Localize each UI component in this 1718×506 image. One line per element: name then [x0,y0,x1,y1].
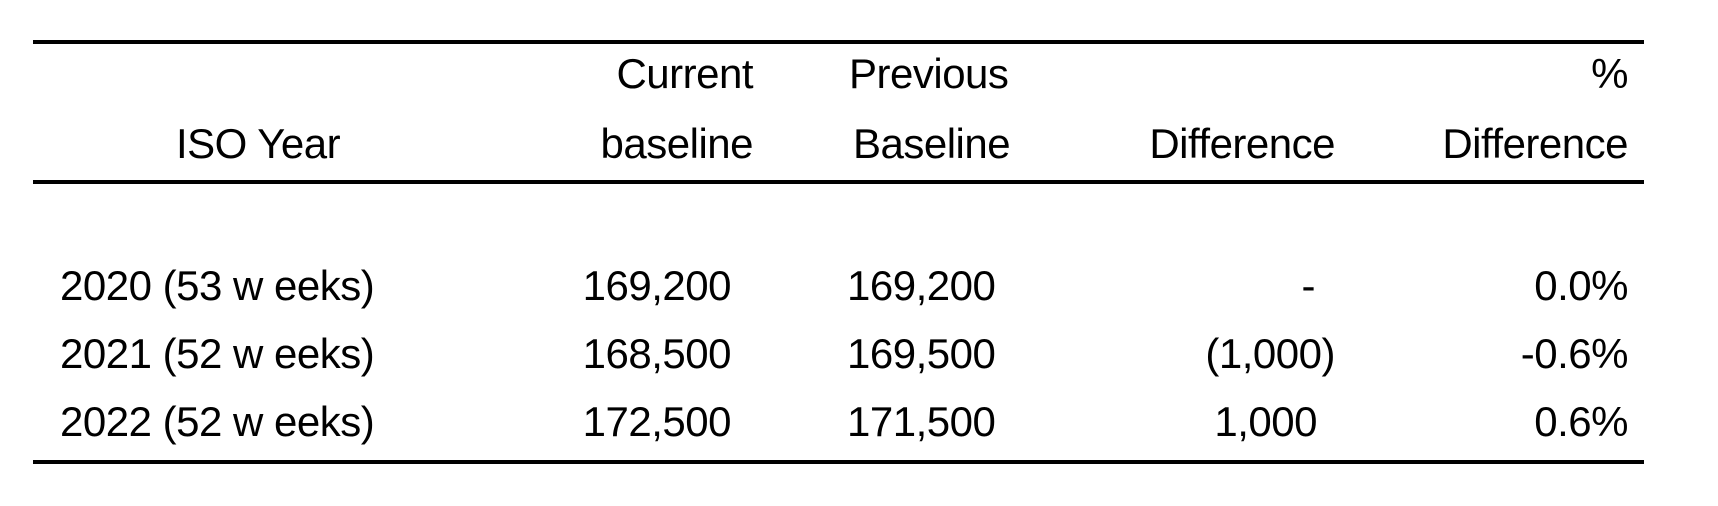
top-rule [33,40,1644,44]
header-current-line2: baseline [600,120,754,167]
cell-difference: 1,000 [1214,398,1317,445]
header-pct-line2: Difference [1442,120,1628,167]
cell-current: 169,200 [582,262,732,309]
cell-difference: - [1301,262,1316,309]
cell-pct-difference: -0.6% [1520,330,1629,377]
header-pct-line1: % [1591,50,1628,97]
cell-difference: (1,000) [1205,330,1335,377]
cell-previous: 169,200 [847,262,996,309]
cell-pct-difference: 0.0% [1534,262,1628,309]
header-current-line1: Current [616,50,753,97]
cell-previous: 169,500 [847,330,996,377]
cell-iso-year: 2020 (53 w eeks) [60,262,375,309]
cell-current: 172,500 [582,398,732,445]
cell-pct-difference: 0.6% [1534,398,1628,445]
header-iso-year: ISO Year [175,120,341,167]
header-rule [33,180,1644,184]
cell-current: 168,500 [582,330,732,377]
bottom-rule [33,460,1644,464]
cell-previous: 171,500 [847,398,996,445]
cell-iso-year: 2021 (52 w eeks) [60,330,375,377]
header-previous-line2: Baseline [853,120,1011,167]
cell-iso-year: 2022 (52 w eeks) [60,398,375,445]
header-difference: Difference [1149,120,1335,167]
header-previous-line1: Previous [849,50,1009,97]
